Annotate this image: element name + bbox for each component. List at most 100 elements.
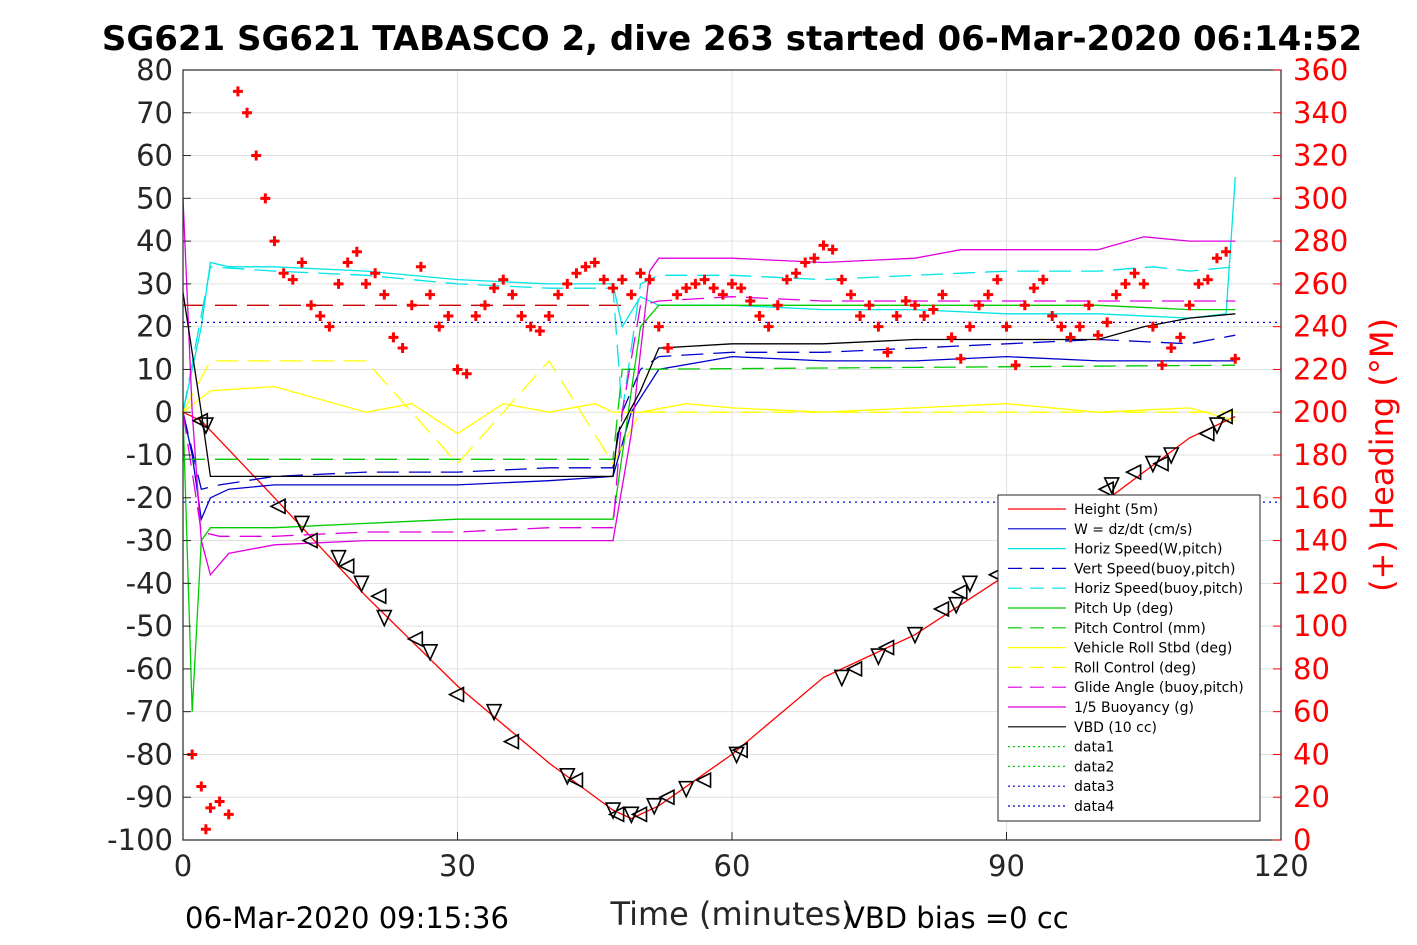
y-tick-label: -50 <box>126 609 173 643</box>
heading-point <box>882 347 893 358</box>
heading-point <box>342 257 353 268</box>
footer-vbd-bias: VBD bias =0 cc <box>845 901 1069 935</box>
heading-point <box>745 296 756 306</box>
x-tick-label: 0 <box>174 849 192 883</box>
heading-point <box>699 274 710 285</box>
heading-point <box>1019 300 1030 311</box>
series-line <box>182 296 1236 537</box>
y-tick-label: -20 <box>126 481 173 515</box>
heading-point <box>553 289 564 300</box>
heading-point <box>946 332 957 343</box>
chart-title: SG621 SG621 TABASCO 2, dive 263 started … <box>102 19 1362 59</box>
y-tick-label: 20 <box>136 310 173 344</box>
series-line <box>182 385 1236 435</box>
waypoint-marker <box>658 788 675 806</box>
heading-point <box>397 343 408 354</box>
footer-timestamp: 06-Mar-2020 09:15:36 <box>185 901 509 935</box>
y-tick-label: 70 <box>136 96 173 130</box>
heading-point <box>425 289 436 300</box>
waypoint-marker <box>1216 408 1233 425</box>
waypoint-marker <box>607 806 625 823</box>
heading-point <box>672 289 683 300</box>
heading-point <box>306 300 317 311</box>
heading-point <box>717 289 728 300</box>
waypoint-marker <box>623 806 640 825</box>
heading-point <box>910 300 920 311</box>
legend-entry: Roll Control (deg) <box>1074 660 1196 676</box>
y-right-tick-label: 100 <box>1293 609 1348 643</box>
waypoint-marker <box>502 733 520 750</box>
heading-point <box>964 321 975 332</box>
heading-point <box>1028 283 1039 294</box>
legend-entry: data3 <box>1074 779 1114 795</box>
waypoint-marker <box>293 515 311 534</box>
heading-point <box>251 150 262 161</box>
heading-point <box>232 86 243 97</box>
heading-point <box>598 274 609 285</box>
heading-point <box>1010 360 1021 371</box>
waypoint-marker <box>630 806 648 823</box>
legend-entry: W = dz/dt (cm/s) <box>1074 522 1193 538</box>
heading-point <box>974 300 985 311</box>
y-tick-label: -80 <box>126 737 173 771</box>
heading-point <box>1157 360 1168 371</box>
legend-entry: Vert Speed(buoy,pitch) <box>1074 561 1236 577</box>
waypoint-marker <box>330 549 347 568</box>
heading-point <box>1193 278 1204 289</box>
legend-entry: Horiz Speed(buoy,pitch) <box>1074 581 1243 597</box>
heading-point <box>1166 343 1177 354</box>
legend-entry: Horiz Speed(W,pitch) <box>1074 542 1222 558</box>
x-tick-label: 120 <box>1253 849 1308 883</box>
heading-point <box>864 300 875 311</box>
heading-point <box>544 310 554 321</box>
heading-point <box>772 300 783 311</box>
waypoint-marker <box>877 639 895 656</box>
heading-point <box>690 278 701 289</box>
heading-point <box>855 310 866 321</box>
waypoint-marker <box>645 797 663 816</box>
heading-point <box>333 278 344 289</box>
y-tick-label: 60 <box>136 139 173 173</box>
heading-point <box>1175 332 1186 343</box>
heading-point <box>351 246 362 257</box>
heading-point <box>214 796 225 807</box>
heading-point <box>608 283 619 294</box>
heading-point <box>562 278 573 289</box>
waypoint-marker <box>1097 480 1114 498</box>
waypoint-marker <box>947 596 965 615</box>
heading-point <box>1001 321 1012 332</box>
heading-point <box>800 257 811 268</box>
heading-point <box>937 289 948 300</box>
heading-point <box>434 321 445 332</box>
heading-point <box>809 253 820 264</box>
series-line <box>182 292 1236 478</box>
waypoint-marker <box>376 609 393 628</box>
y-tick-label: 30 <box>136 267 173 301</box>
x-tick-label: 90 <box>988 849 1025 883</box>
series-line <box>182 359 1236 465</box>
y-right-tick-label: 240 <box>1293 310 1348 344</box>
waypoint-marker <box>353 575 370 594</box>
x-axis-label: Time (minutes) <box>610 895 854 933</box>
heading-point <box>324 321 335 332</box>
y-tick-label: -60 <box>126 652 173 686</box>
y-right-tick-label: 80 <box>1293 652 1330 686</box>
heading-point <box>781 274 792 285</box>
heading-point <box>1102 317 1113 328</box>
legend-entry: data4 <box>1074 799 1115 815</box>
y-tick-label: -40 <box>126 566 173 600</box>
heading-point <box>763 321 774 332</box>
heading-point <box>873 321 884 332</box>
legend-entry: VBD (10 cc) <box>1074 720 1157 736</box>
heading-point <box>498 274 509 285</box>
waypoint-marker <box>301 532 318 549</box>
waypoint-marker <box>1208 417 1226 435</box>
heading-point <box>1083 300 1094 311</box>
legend-entry: 1/5 Buoyancy (g) <box>1074 700 1194 716</box>
legend-entry: data1 <box>1074 740 1114 756</box>
legend-entry: Glide Angle (buoy,pitch) <box>1074 680 1244 696</box>
heading-point <box>452 364 463 375</box>
heading-point <box>1211 253 1222 264</box>
heading-point <box>470 310 481 321</box>
